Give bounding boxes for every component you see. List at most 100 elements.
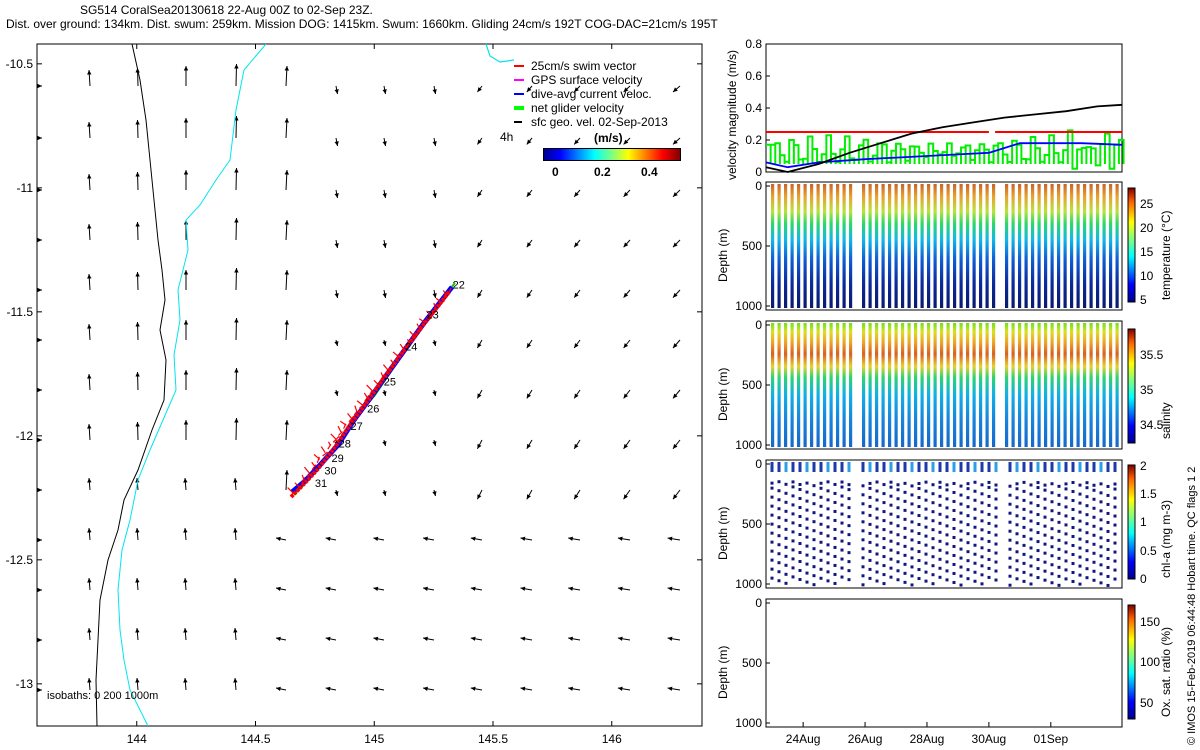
- velocity-arrow-head: [477, 393, 482, 399]
- velocity-arrow-head: [526, 139, 532, 145]
- swim-vector-tick: [422, 320, 426, 327]
- chla-sample: [1071, 580, 1075, 584]
- chla-sample: [1022, 489, 1026, 493]
- chla-sample: [973, 480, 977, 484]
- chla-sample: [1043, 560, 1047, 564]
- chla-sample: [917, 487, 921, 491]
- velocity-arrow-head: [87, 528, 92, 533]
- legend-gps-label: GPS surface velocity: [531, 73, 643, 87]
- velocity-arrow-head: [568, 686, 574, 691]
- oxygen-depth-tick-label: 0: [755, 596, 762, 610]
- profile-column: [1005, 323, 1009, 447]
- chla-sample: [1036, 495, 1040, 499]
- chla-sample: [952, 562, 956, 566]
- chla-sample: [987, 530, 991, 534]
- chla-sample: [924, 525, 928, 529]
- chla-sample: [966, 496, 970, 500]
- chla-sample: [945, 551, 949, 555]
- velocity-arrow-head: [234, 418, 239, 423]
- profile-column: [777, 184, 781, 308]
- chla-sample: [959, 484, 963, 488]
- velocity-arrow-head: [667, 686, 673, 691]
- salinity-depth-tick-label: 0: [755, 318, 762, 332]
- profile-column: [1024, 184, 1028, 308]
- profile-column: [790, 184, 794, 308]
- chla-sample: [1064, 541, 1068, 545]
- chla-sample: [1043, 515, 1047, 519]
- velocity-arrow-head: [135, 372, 140, 377]
- chla-sample: [889, 480, 893, 484]
- temperature-depth-tick-label: 0: [755, 179, 762, 193]
- velocity-arrow-head: [37, 537, 42, 543]
- velocity-arrow-head: [526, 87, 532, 92]
- chla-sample: [903, 517, 907, 521]
- chla-sample: [1064, 550, 1068, 554]
- velocity-arrow-head: [526, 393, 532, 399]
- temperature-colorbar-tick-label: 5: [1140, 293, 1147, 307]
- chla-sample: [1099, 500, 1103, 504]
- chla-sample: [994, 560, 998, 564]
- profile-column: [1031, 184, 1035, 308]
- chla-sample: [980, 555, 984, 559]
- chla-sample: [861, 529, 865, 533]
- chla-surface-sample: [791, 462, 795, 472]
- chla-sample: [903, 580, 907, 584]
- profile-column: [1070, 323, 1074, 447]
- velocity-arrow-head: [574, 87, 579, 92]
- profile-column: [1063, 184, 1067, 308]
- chla-sample: [1008, 484, 1012, 488]
- chla-surface-sample: [924, 462, 928, 472]
- chla-sample: [1106, 547, 1110, 551]
- chla-sample: [812, 565, 816, 569]
- chla-sample: [812, 493, 816, 497]
- chla-sample: [1015, 559, 1019, 563]
- chla-sample: [1064, 514, 1068, 518]
- chla-sample: [924, 543, 928, 547]
- chla-sample: [1078, 492, 1082, 496]
- velocity-arrow-head: [325, 586, 331, 591]
- chla-sample: [882, 537, 886, 541]
- profile-column: [1005, 184, 1009, 308]
- chla-sample: [903, 535, 907, 539]
- chla-sample: [1050, 527, 1054, 531]
- series-net-glider-velocity: [766, 129, 1125, 170]
- velocity-arrow-head: [233, 678, 238, 683]
- chla-sample: [980, 483, 984, 487]
- chla-sample: [994, 551, 998, 555]
- chla-sample: [1057, 520, 1061, 524]
- chla-surface-sample: [952, 462, 956, 472]
- velocity-arrow-head: [233, 528, 238, 533]
- chla-sample: [973, 570, 977, 574]
- chla-sample: [889, 548, 893, 552]
- chla-sample: [1036, 513, 1040, 517]
- chla-sample: [1085, 549, 1089, 553]
- chla-sample: [1008, 511, 1012, 515]
- chla-sample: [777, 516, 781, 520]
- velocity-arrow-head: [284, 420, 289, 425]
- swim-vector-tick: [385, 369, 393, 375]
- velocity-arrow-head: [623, 87, 629, 92]
- profile-column: [1044, 184, 1048, 308]
- chla-sample: [805, 571, 809, 575]
- chla-sample: [1064, 496, 1068, 500]
- chla-sample: [1057, 574, 1061, 578]
- swim-vector-tick: [432, 308, 437, 313]
- chla-sample: [1085, 495, 1089, 499]
- chla-sample: [826, 561, 830, 565]
- chla-sample: [1043, 483, 1047, 487]
- velocity-arrow-head: [574, 191, 579, 197]
- chla-sample: [1036, 504, 1040, 508]
- chla-sample: [1029, 546, 1033, 550]
- chla-sample: [917, 482, 921, 486]
- chla-sample: [819, 540, 823, 544]
- chla-sample: [1078, 483, 1082, 487]
- chla-sample: [833, 545, 837, 549]
- chla-sample: [1099, 545, 1103, 549]
- chla-sample: [875, 516, 879, 520]
- chla-sample: [1029, 501, 1033, 505]
- chla-sample: [1064, 577, 1068, 581]
- chla-sample: [1029, 573, 1033, 577]
- velocity-arrow-head: [334, 391, 339, 396]
- velocity-arrow-head: [87, 578, 92, 583]
